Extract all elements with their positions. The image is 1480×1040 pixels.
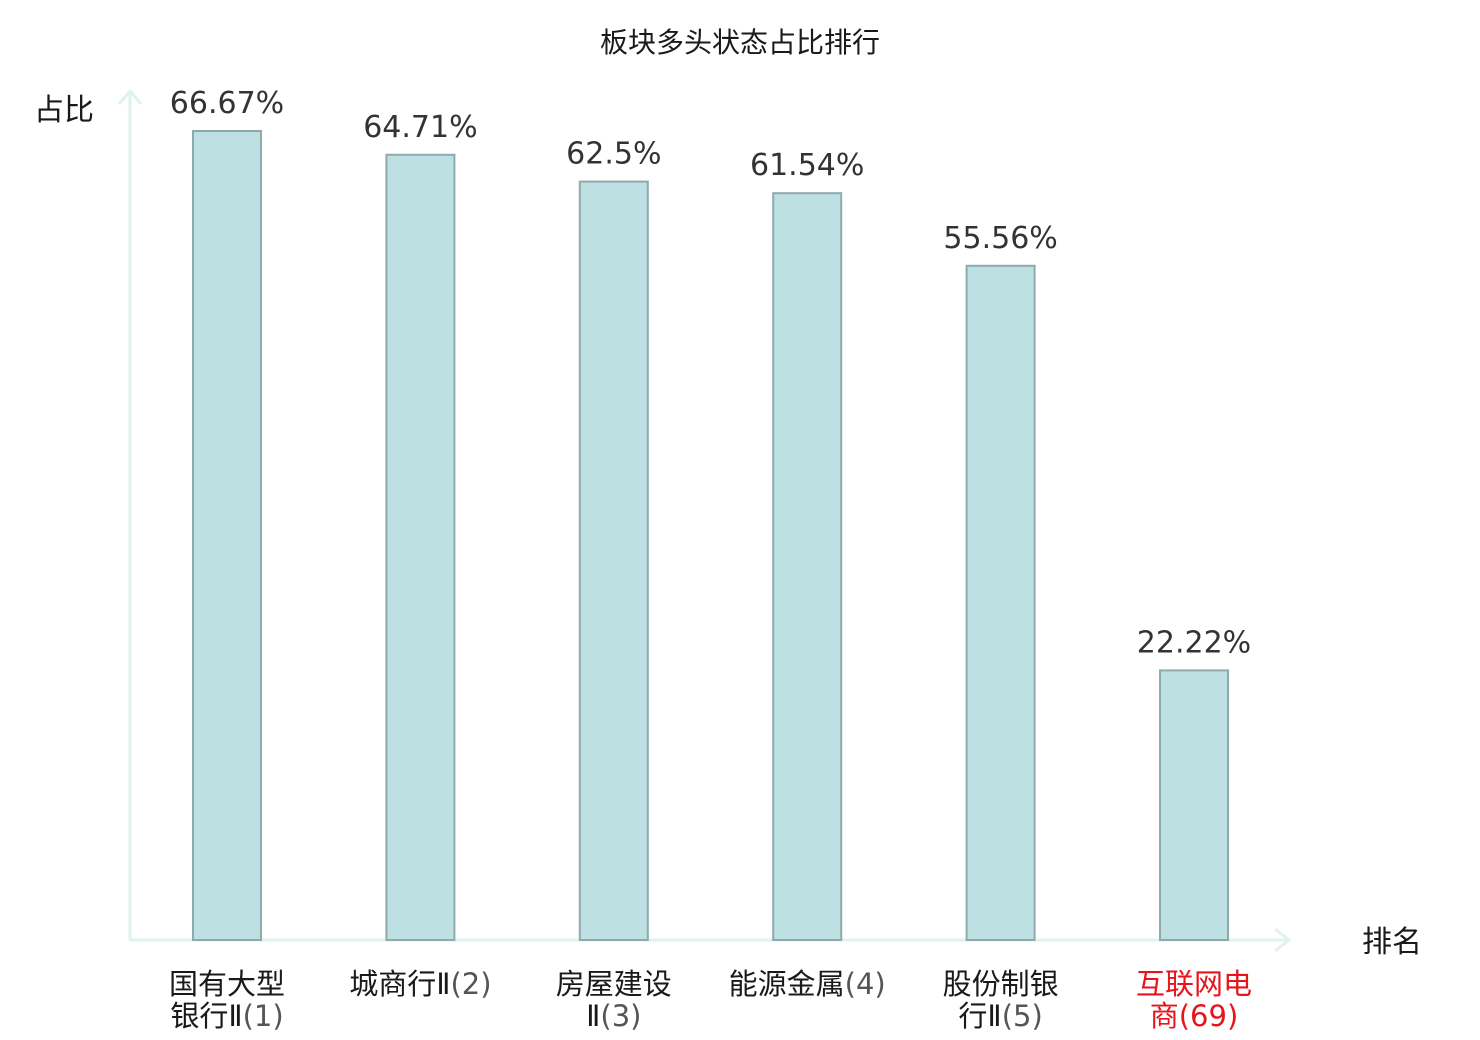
category-rank: (3) — [600, 999, 641, 1033]
category-name: 城商行Ⅱ — [349, 967, 450, 1001]
category-label-5-line-2: 行Ⅱ(5) — [958, 999, 1042, 1033]
y-axis-arrow — [117, 88, 143, 105]
value-label-5: 55.56% — [943, 221, 1057, 256]
category-name: 股份制银 — [943, 967, 1059, 1001]
category-name: 房屋建设 — [556, 967, 672, 1001]
bar-4 — [772, 192, 843, 941]
value-label-4: 61.54% — [750, 148, 864, 183]
bar-3 — [578, 180, 649, 942]
category-label-3-line-1: 房屋建设 — [556, 967, 672, 1001]
category-name: 银行Ⅱ — [170, 999, 242, 1033]
bar-5 — [965, 264, 1036, 941]
bar-2 — [385, 153, 456, 942]
y-axis-label: 占比 — [34, 93, 94, 128]
bar-6 — [1159, 669, 1229, 942]
category-label-4-line-1: 能源金属(4) — [729, 967, 886, 1001]
category-label-5-line-1: 股份制银 — [943, 967, 1059, 1001]
category-name: 国有大型 — [169, 967, 285, 1001]
category-rank: (69) — [1179, 999, 1239, 1033]
category-label-6-line-2: 商(69) — [1150, 999, 1239, 1033]
x-axis-label: 排名 — [1362, 925, 1422, 960]
category-rank: (1) — [243, 999, 284, 1033]
category-label-1-line-1: 国有大型 — [169, 967, 285, 1001]
category-name: 商 — [1150, 999, 1179, 1033]
x-axis-arrow — [1274, 927, 1292, 953]
category-label-1-line-2: 银行Ⅱ(1) — [170, 999, 283, 1033]
category-name: 行Ⅱ — [958, 999, 1001, 1033]
category-name: 能源金属 — [729, 967, 845, 1001]
category-name: Ⅱ — [586, 999, 600, 1033]
bar-series — [192, 130, 1229, 942]
category-rank: (5) — [1002, 999, 1043, 1033]
value-label-6: 22.22% — [1137, 625, 1251, 660]
category-label-2-line-1: 城商行Ⅱ(2) — [349, 967, 491, 1001]
value-labels: 66.67% 64.71% 62.5% 61.54% 55.56% 22.22% — [170, 86, 1251, 660]
bar-1 — [192, 130, 262, 941]
y-axis — [117, 88, 143, 940]
category-label-3-line-2: Ⅱ(3) — [586, 999, 641, 1033]
category-name: 互联网电 — [1136, 967, 1252, 1001]
category-label-6-line-1: 互联网电 — [1136, 967, 1252, 1001]
chart-title: 板块多头状态占比排行 — [600, 26, 880, 59]
category-rank: (4) — [845, 967, 886, 1001]
value-label-3: 62.5% — [566, 137, 661, 172]
value-label-2: 64.71% — [363, 110, 477, 145]
category-rank: (2) — [450, 967, 491, 1001]
value-label-1: 66.67% — [170, 86, 284, 121]
x-axis — [130, 927, 1292, 953]
